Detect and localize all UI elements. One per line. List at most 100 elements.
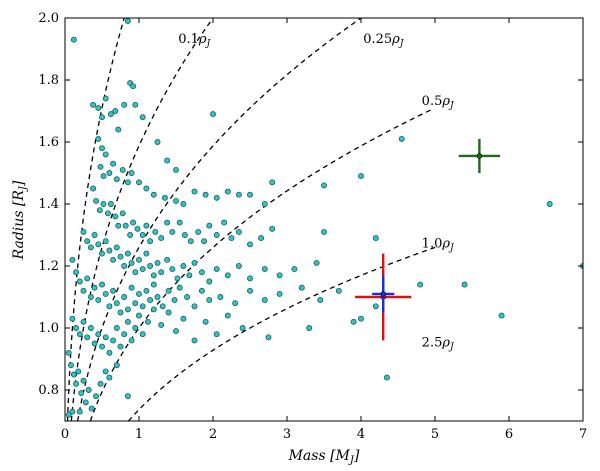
- data-point: [321, 182, 327, 189]
- data-point: [113, 325, 120, 331]
- data-point: [99, 250, 105, 257]
- data-point: [176, 219, 183, 226]
- y-tick-label: 2.0: [38, 11, 59, 26]
- data-point: [128, 337, 135, 344]
- data-point: [171, 297, 178, 304]
- data-point: [110, 287, 117, 294]
- data-point: [269, 179, 276, 186]
- data-point: [306, 325, 313, 331]
- data-point: [276, 290, 283, 297]
- highlighted-planets: [355, 138, 501, 341]
- data-point: [313, 259, 320, 266]
- data-point: [84, 275, 91, 282]
- data-point: [102, 368, 109, 375]
- y-tick-label: 1.6: [38, 135, 59, 150]
- data-point: [91, 232, 98, 238]
- data-point: [350, 318, 357, 325]
- data-point: [195, 228, 202, 235]
- data-point: [143, 185, 150, 192]
- data-point: [158, 235, 165, 242]
- data-point: [102, 290, 109, 297]
- data-point: [117, 343, 124, 350]
- data-point: [88, 405, 95, 412]
- data-point: [202, 318, 209, 325]
- data-point: [154, 259, 161, 266]
- data-point: [99, 343, 105, 350]
- data-point: [117, 253, 124, 260]
- data-point: [147, 238, 154, 245]
- data-point: [139, 114, 146, 121]
- data-point: [321, 228, 327, 235]
- data-point: [169, 228, 176, 235]
- data-point: [93, 197, 100, 204]
- data-point: [201, 238, 208, 245]
- data-point: [213, 232, 220, 238]
- data-point: [84, 334, 91, 341]
- data-point: [124, 393, 131, 400]
- data-point: [73, 380, 80, 387]
- data-point: [65, 349, 72, 356]
- data-point: [69, 408, 76, 415]
- data-point: [335, 287, 342, 294]
- data-point: [102, 151, 109, 158]
- x-tick-label: 4: [357, 427, 365, 442]
- data-point: [93, 393, 100, 400]
- data-point: [358, 315, 364, 322]
- data-point: [198, 287, 205, 294]
- data-point: [132, 300, 139, 307]
- data-point: [112, 108, 119, 114]
- density-curve: [77, 18, 362, 421]
- data-point: [121, 331, 128, 338]
- data-point: [358, 173, 364, 180]
- data-point: [102, 334, 109, 341]
- data-point: [173, 166, 179, 173]
- data-point: [95, 297, 102, 304]
- data-point: [110, 160, 117, 167]
- x-tick-label: 1: [135, 427, 143, 442]
- density-curve: [89, 108, 434, 421]
- data-point: [113, 244, 120, 251]
- data-point: [110, 337, 117, 344]
- y-tick-label: 1.8: [38, 73, 59, 88]
- data-point: [134, 225, 141, 232]
- data-point: [247, 275, 253, 282]
- data-point: [247, 191, 253, 198]
- data-point: [97, 163, 104, 170]
- data-point: [383, 374, 390, 381]
- data-point: [95, 331, 102, 338]
- data-point: [158, 269, 165, 276]
- data-point: [70, 371, 77, 378]
- data-point: [144, 318, 151, 325]
- data-point: [317, 297, 324, 304]
- density-curve-label: 0.25ρJ: [363, 32, 405, 49]
- data-point: [121, 294, 128, 300]
- data-point: [117, 309, 124, 316]
- data-point: [69, 315, 76, 322]
- data-point: [107, 201, 114, 207]
- data-point: [87, 294, 94, 300]
- data-point: [80, 318, 87, 325]
- data-point: [91, 284, 98, 291]
- data-point: [232, 300, 239, 307]
- y-tick-label: 0.8: [38, 383, 59, 398]
- data-point: [202, 191, 209, 198]
- data-point: [161, 194, 168, 201]
- density-curve-label: 1.0ρJ: [422, 236, 455, 253]
- data-point: [235, 228, 242, 235]
- density-curve-label: 2.5ρJ: [422, 336, 455, 353]
- data-point: [80, 377, 87, 384]
- data-point: [143, 250, 150, 257]
- data-point: [124, 250, 131, 257]
- data-point: [124, 18, 131, 25]
- data-point: [261, 201, 268, 207]
- data-point: [69, 256, 76, 263]
- data-point: [139, 331, 146, 338]
- data-point: [235, 191, 242, 198]
- data-point: [130, 83, 137, 90]
- data-point: [180, 315, 187, 322]
- data-point: [265, 334, 272, 341]
- data-point: [164, 219, 171, 226]
- data-point: [154, 294, 161, 300]
- data-point: [213, 194, 220, 201]
- data-point: [112, 213, 119, 220]
